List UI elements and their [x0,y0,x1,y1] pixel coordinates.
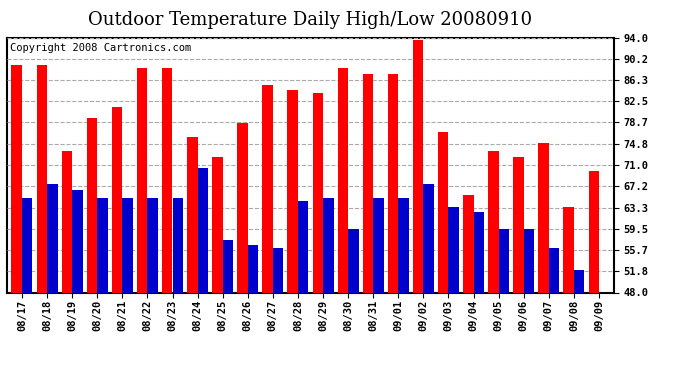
Bar [288,90,298,292]
Bar [438,132,449,292]
Bar [172,198,183,292]
Bar [323,198,333,292]
Bar [463,195,473,292]
Bar [97,198,108,292]
Bar [72,190,83,292]
Bar [148,198,158,292]
Bar [298,201,308,292]
Bar [37,65,47,292]
Bar [248,245,258,292]
Bar [197,168,208,292]
Bar [122,198,133,292]
Bar [237,123,248,292]
Bar [61,151,72,292]
Bar [473,212,484,292]
Bar [564,207,574,292]
Bar [87,118,97,292]
Bar [262,85,273,292]
Bar [448,207,459,292]
Bar [313,93,323,292]
Bar [212,157,223,292]
Bar [137,68,148,292]
Bar [337,68,348,292]
Text: Outdoor Temperature Daily High/Low 20080910: Outdoor Temperature Daily High/Low 20080… [88,11,533,29]
Bar [162,68,172,292]
Bar [373,198,384,292]
Bar [524,229,534,292]
Bar [47,184,57,292]
Bar [388,74,398,292]
Bar [112,107,122,292]
Bar [273,248,284,292]
Bar [549,248,560,292]
Bar [589,171,599,292]
Bar [398,198,409,292]
Bar [513,157,524,292]
Bar [22,198,32,292]
Bar [574,270,584,292]
Bar [538,143,549,292]
Bar [413,40,424,292]
Bar [187,137,197,292]
Text: Copyright 2008 Cartronics.com: Copyright 2008 Cartronics.com [10,43,191,52]
Bar [348,229,359,292]
Bar [363,74,373,292]
Bar [488,151,499,292]
Bar [499,229,509,292]
Bar [223,240,233,292]
Bar [12,65,22,292]
Bar [424,184,434,292]
